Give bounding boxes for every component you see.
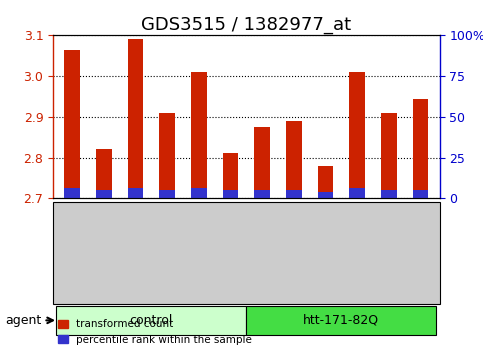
Bar <box>286 121 302 190</box>
Bar <box>412 190 428 198</box>
Bar <box>191 72 207 188</box>
Bar <box>64 50 80 188</box>
Bar <box>223 190 239 198</box>
Bar <box>381 113 397 190</box>
Bar <box>96 149 112 190</box>
Bar <box>191 188 207 198</box>
Bar <box>286 190 302 198</box>
Bar <box>412 98 428 190</box>
Legend: transformed count, percentile rank within the sample: transformed count, percentile rank withi… <box>54 315 256 349</box>
Bar <box>318 166 333 192</box>
Bar <box>381 190 397 198</box>
Bar <box>64 188 80 198</box>
Bar <box>254 190 270 198</box>
Bar <box>349 188 365 198</box>
Bar <box>318 192 333 198</box>
Bar <box>96 190 112 198</box>
Bar <box>223 154 239 190</box>
Bar <box>254 127 270 190</box>
Text: agent: agent <box>5 314 41 327</box>
Bar <box>159 190 175 198</box>
Text: htt-171-82Q: htt-171-82Q <box>303 314 380 327</box>
Bar <box>128 188 143 198</box>
Bar <box>349 72 365 188</box>
Bar <box>128 40 143 188</box>
Title: GDS3515 / 1382977_at: GDS3515 / 1382977_at <box>141 16 352 34</box>
Bar <box>159 113 175 190</box>
Text: control: control <box>129 314 173 327</box>
